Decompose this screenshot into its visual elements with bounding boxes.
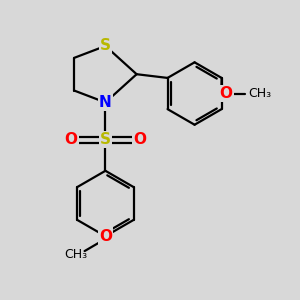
- Text: S: S: [100, 38, 111, 53]
- Text: S: S: [100, 132, 111, 147]
- Text: CH₃: CH₃: [64, 248, 87, 260]
- Text: N: N: [99, 95, 112, 110]
- Text: O: O: [133, 132, 146, 147]
- Text: O: O: [65, 132, 78, 147]
- Text: CH₃: CH₃: [248, 87, 271, 100]
- Text: O: O: [99, 229, 112, 244]
- Text: O: O: [219, 86, 232, 101]
